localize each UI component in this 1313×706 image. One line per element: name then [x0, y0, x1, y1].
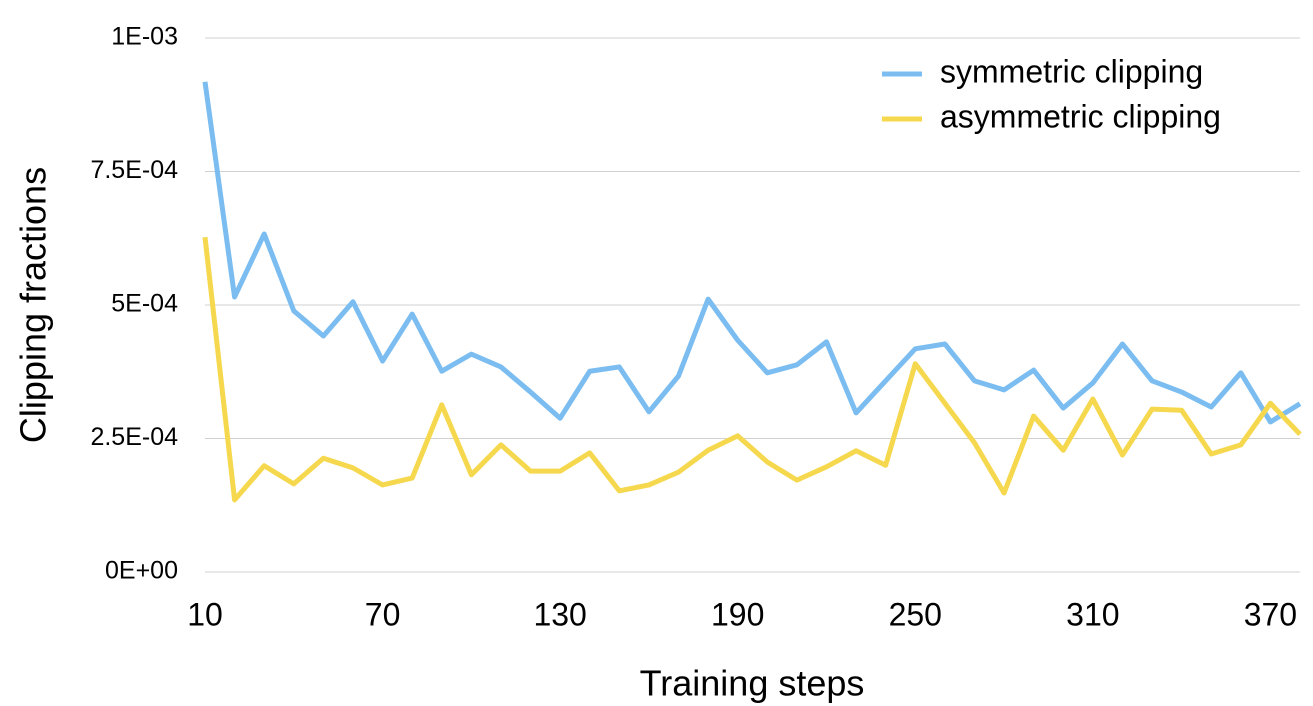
x-tick-label: 10	[187, 596, 223, 632]
data-line	[202, 236, 1302, 503]
x-tick-label: 370	[1244, 596, 1297, 632]
x-tick-label: 310	[1066, 596, 1119, 632]
y-tick-label: 5E-04	[111, 290, 178, 318]
data-line	[202, 81, 1302, 425]
y-tick-label: 7.5E-04	[90, 156, 178, 184]
y-tick-label: 2.5E-04	[90, 423, 178, 451]
x-axis-title: Training steps	[640, 663, 865, 704]
legend-label: asymmetric clipping	[940, 98, 1221, 134]
x-tick-label: 130	[533, 596, 586, 632]
x-tick-label: 70	[365, 596, 401, 632]
y-tick-label: 0E+00	[105, 557, 178, 585]
x-tick-label: 250	[889, 596, 942, 632]
y-tick-label: 1E-03	[111, 23, 178, 51]
x-tick-label: 190	[711, 596, 764, 632]
y-axis-title: Clipping fractions	[13, 167, 54, 443]
legend-label: symmetric clipping	[940, 53, 1203, 89]
